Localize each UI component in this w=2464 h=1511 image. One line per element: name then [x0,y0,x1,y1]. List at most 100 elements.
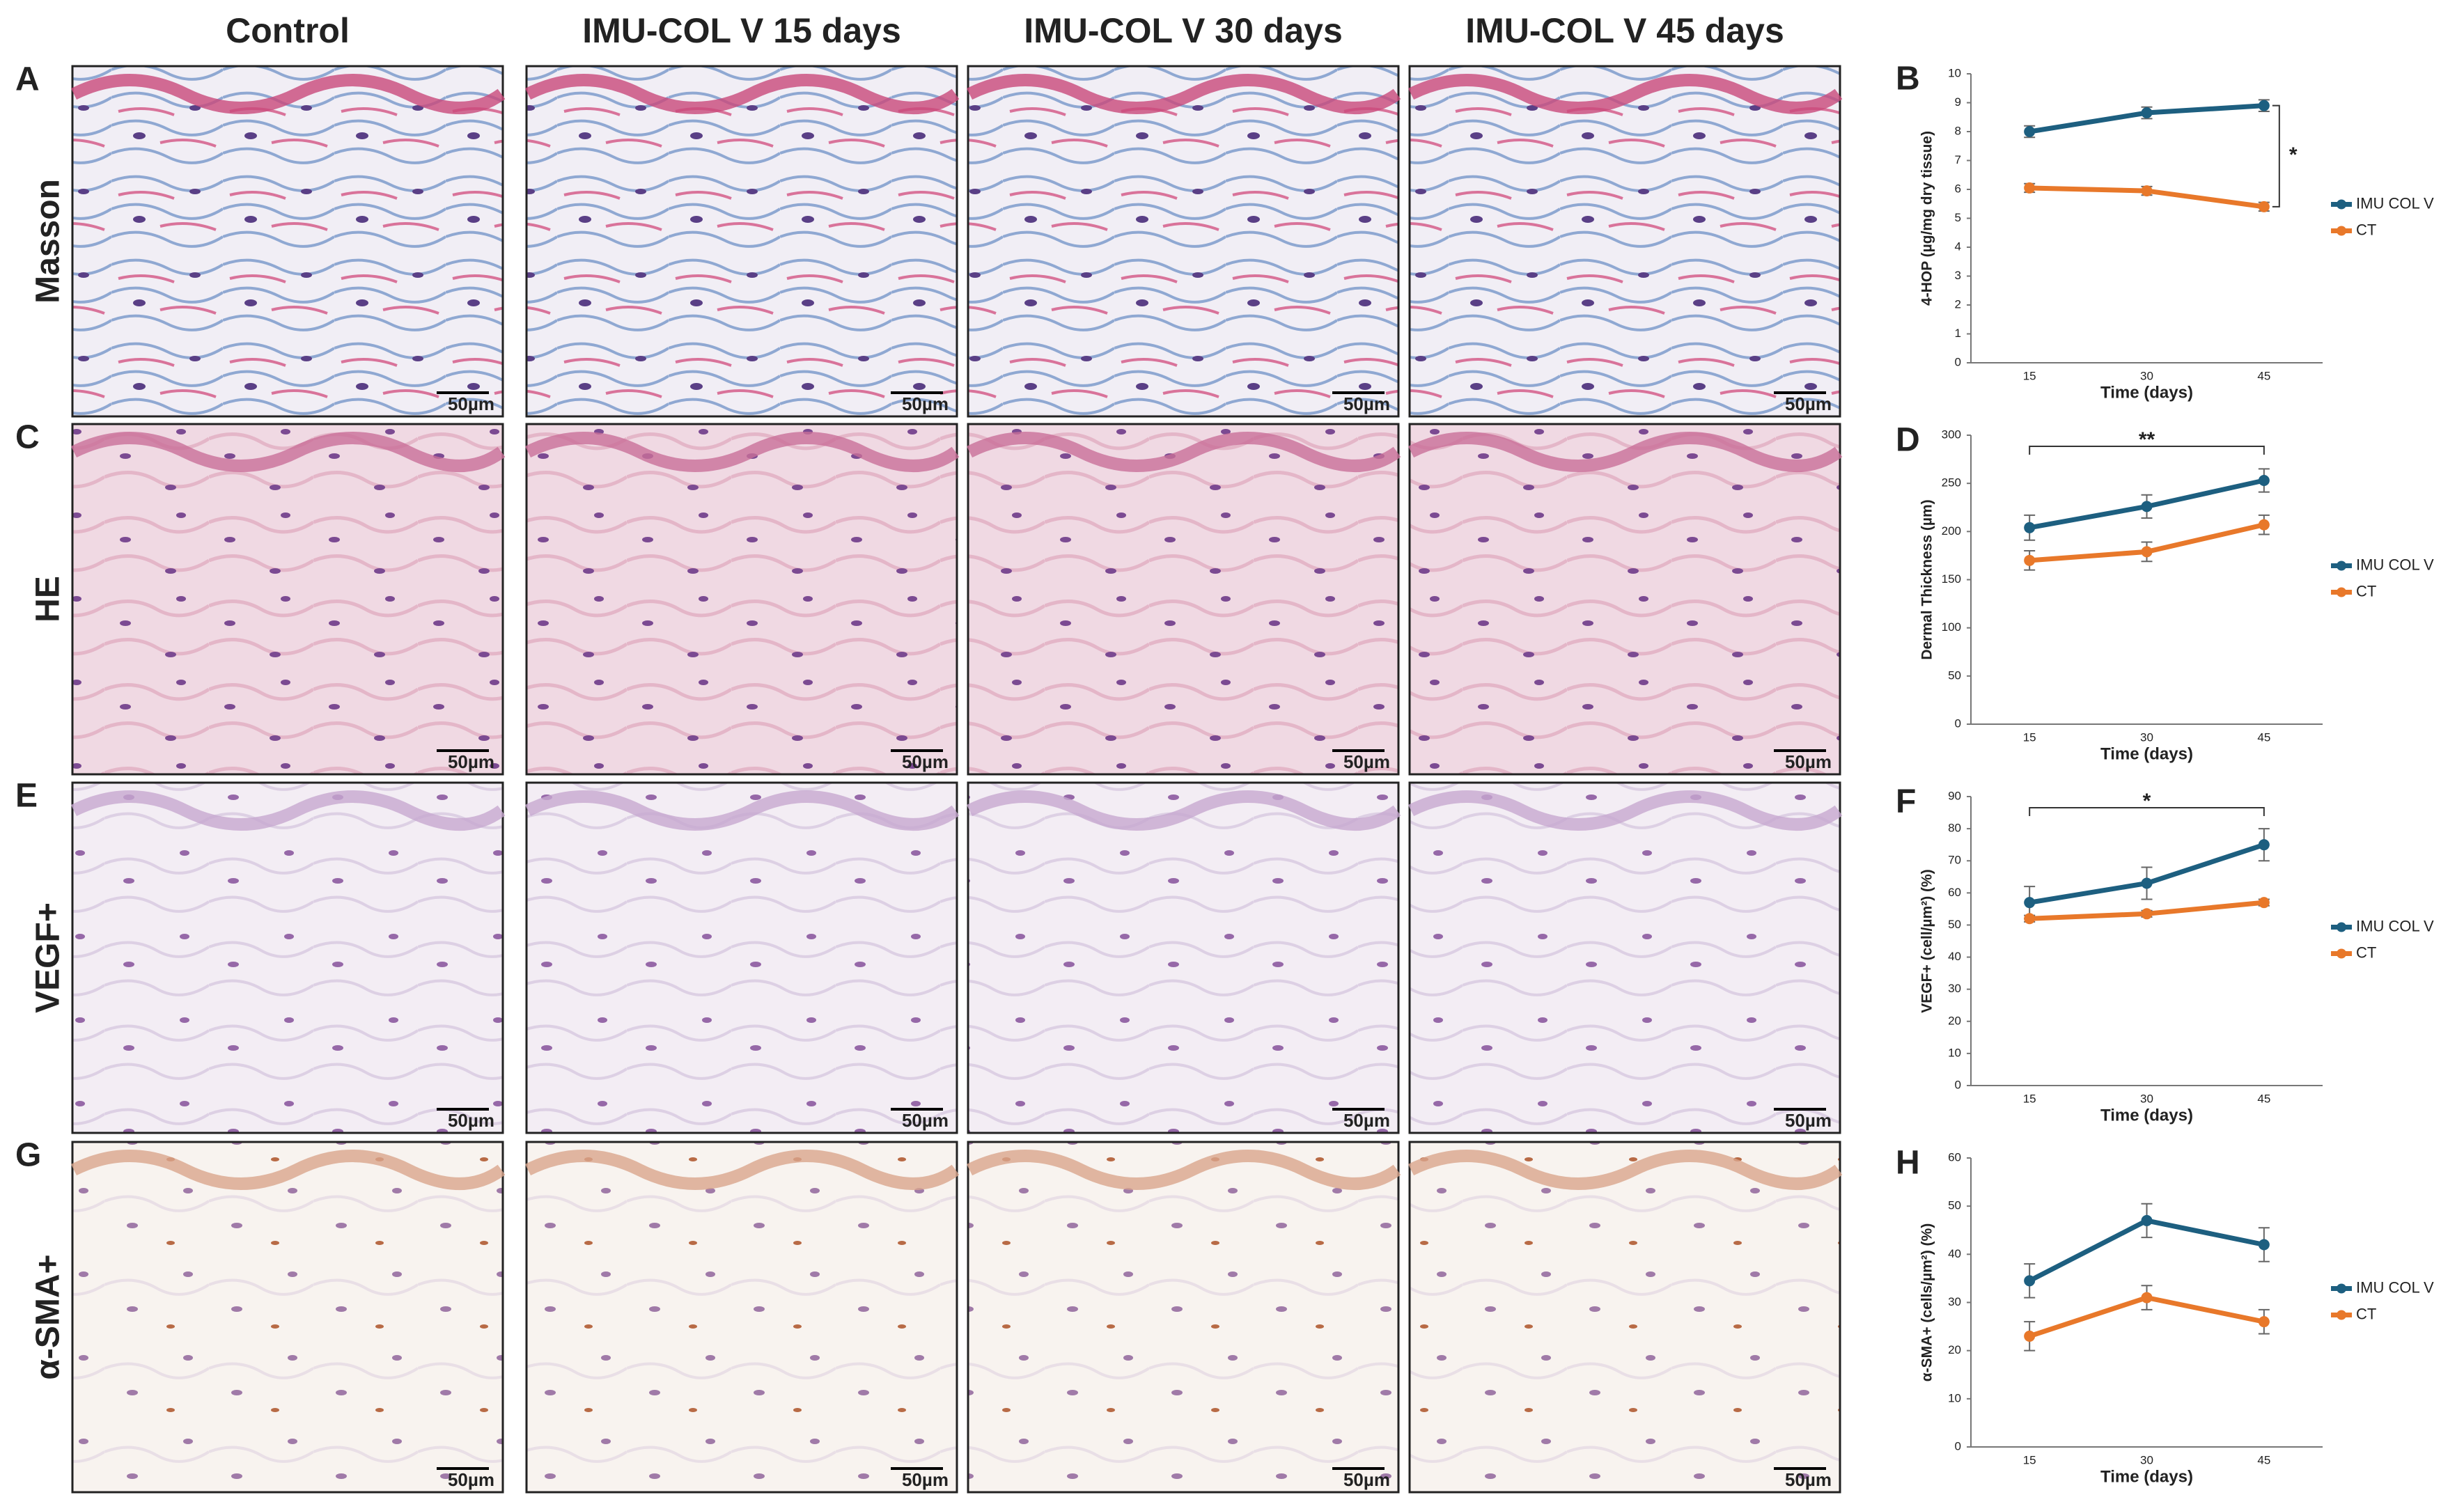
x-axis-title: Time (days) [2100,744,2193,763]
y-tick-label: 90 [1948,789,1961,802]
y-tick-label: 10 [1948,1046,1961,1059]
data-point [2024,126,2036,137]
y-axis-title: α-SMA+ (cells/µm²) (%) [1919,1223,1935,1381]
legend-marker [2337,1283,2346,1294]
micrograph [1408,781,1841,1134]
scale-bar-label: 50µm [448,1110,494,1131]
legend-label: CT [2356,582,2376,600]
epidermis [966,790,1401,831]
y-tick-label: 0 [1955,1078,1961,1091]
epidermis [1408,790,1843,831]
x-tick-label: 15 [2023,369,2036,382]
x-tick-label: 30 [2140,730,2153,744]
panel-letter: D [1896,422,1920,459]
scale-bar-label: 50µm [902,393,949,414]
x-axis-title: Time (days) [2100,1106,2193,1125]
legend-label: CT [2356,944,2376,961]
y-tick-label: 50 [1948,668,1961,682]
y-tick-label: 5 [1955,211,1961,224]
epidermis [524,790,960,831]
y-tick-label: 1 [1955,327,1961,340]
data-point [2141,107,2153,119]
y-tick-label: 80 [1948,822,1961,835]
x-tick-label: 45 [2257,1453,2270,1466]
scale-bar-label: 50µm [1343,1469,1390,1490]
data-point [2141,1292,2153,1303]
x-axis-title: Time (days) [2100,383,2193,402]
data-point [2258,839,2270,851]
y-tick-label: 20 [1948,1343,1961,1356]
micrograph [1408,423,1841,776]
micrograph [525,1141,958,1494]
y-tick-label: 60 [1948,1150,1961,1164]
epidermis [70,790,506,831]
y-tick-label: 200 [1942,524,1961,538]
legend-marker [2337,561,2346,571]
data-point [2258,100,2270,111]
data-point [2024,522,2036,533]
scale-bar-label: 50µm [902,1469,949,1490]
row-label: Masson [30,179,67,304]
data-point [2024,182,2036,194]
micrograph [525,65,958,418]
significance-bracket [2272,104,2280,208]
column-header: Control [226,11,350,50]
micrograph [967,65,1400,418]
scale-bar-label: 50µm [902,751,949,772]
data-point [2141,908,2153,920]
x-tick-label: 45 [2257,730,2270,744]
micrograph [71,1141,504,1494]
scale-bar-label: 50µm [1785,1469,1832,1490]
y-tick-label: 60 [1948,886,1961,899]
significance-label: * [2143,790,2151,813]
epidermis [524,432,960,472]
micrograph [71,65,504,418]
panel-letter: H [1896,1145,1920,1182]
significance-bracket [2029,807,2265,816]
scale-bar-label: 50µm [1343,1110,1390,1131]
scale-bar-label: 50µm [448,393,494,414]
y-tick-label: 30 [1948,982,1961,995]
data-point [2141,877,2153,889]
scale-bar-label: 50µm [448,1469,494,1490]
row-label: α-SMA+ [30,1254,67,1379]
panel-letter: A [15,61,40,98]
y-tick-label: 150 [1942,572,1961,586]
y-tick-label: 10 [1948,1391,1961,1404]
legend-marker [2337,226,2346,236]
epidermis [966,1150,1401,1190]
data-point [2258,897,2270,909]
legend-marker [2337,587,2346,597]
y-tick-label: 250 [1942,476,1961,490]
y-tick-label: 40 [1948,1247,1961,1260]
legend-marker [2337,948,2346,959]
x-tick-label: 30 [2140,1092,2153,1105]
epidermis [524,1150,960,1190]
micrograph [71,423,504,776]
y-tick-label: 70 [1948,854,1961,867]
x-tick-label: 30 [2140,369,2153,382]
column-header: IMU-COL V 45 days [1465,11,1784,50]
data-point [2024,1275,2036,1287]
legend-marker [2337,922,2346,932]
micrograph [525,423,958,776]
scale-bar-label: 50µm [902,1110,949,1131]
panel-letter: F [1896,783,1916,820]
legend-label: IMU COL V [2356,1278,2434,1296]
data-point [2258,1316,2270,1328]
scale-bar-label: 50µm [1785,393,1832,414]
x-tick-label: 15 [2023,1092,2036,1105]
row-label: VEGF+ [30,902,67,1013]
panel-letter: C [15,419,40,456]
legend-label: CT [2356,221,2376,238]
epidermis [524,74,960,114]
legend-label: CT [2356,1305,2376,1322]
y-tick-label: 50 [1948,1199,1961,1212]
micrograph [967,781,1400,1134]
y-tick-label: 8 [1955,124,1961,137]
y-tick-label: 2 [1955,297,1961,311]
x-tick-label: 15 [2023,1453,2036,1466]
y-tick-label: 4 [1955,240,1961,253]
data-point [2024,897,2036,909]
